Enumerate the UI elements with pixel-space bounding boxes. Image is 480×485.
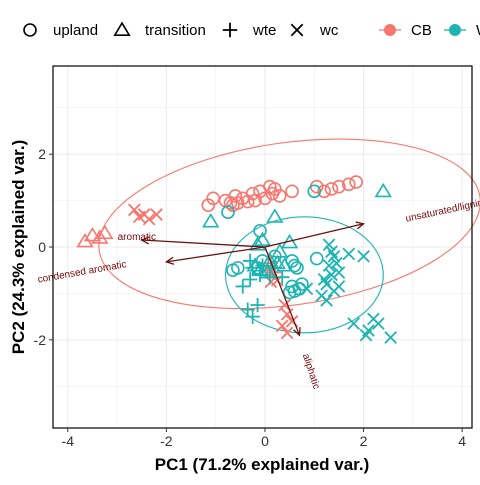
loading-arrow-line (264, 246, 301, 336)
point-w-wc (332, 266, 346, 279)
point-w-wte (242, 272, 258, 287)
point-w-upland (221, 205, 235, 219)
point-cb-upland (258, 191, 272, 206)
legend-label-wc: wc (319, 22, 339, 39)
legend: upland transition wte wc CB W (23, 21, 480, 39)
point-w-wc (320, 294, 333, 307)
point-w-wc (322, 238, 336, 252)
y-axis-title: PC2 (24.3% explained var.) (9, 140, 28, 355)
point-cb-wc (280, 326, 294, 340)
point-cb-transition (96, 224, 114, 240)
x-tick-label: 2 (360, 433, 368, 449)
legend-label-w: W (476, 22, 480, 39)
point-w-wc (357, 249, 370, 263)
legend-label-cb: CB (411, 22, 432, 39)
point-w-wc (347, 317, 361, 330)
point-w-transition (374, 182, 392, 198)
point-w-upland (282, 285, 297, 300)
point-cb-upland (201, 198, 216, 213)
point-w-upland (307, 184, 322, 199)
y-tick-label: 0 (38, 239, 46, 255)
point-w-wte (245, 260, 260, 276)
x-tick-label: 0 (261, 433, 269, 449)
point-w-wc (359, 328, 373, 342)
loading-label: aromatic (118, 232, 156, 243)
x-tick-label: -2 (160, 433, 173, 449)
legend-label-upland: upland (53, 22, 98, 39)
point-w-wc (300, 282, 314, 296)
data-points (76, 175, 398, 344)
point-w-wc (327, 284, 341, 298)
point-cb-upland (349, 175, 363, 189)
legend-triangle-icon (113, 21, 131, 36)
point-w-upland (309, 251, 324, 266)
point-w-wte (235, 279, 250, 294)
x-tick-label: -4 (62, 433, 75, 449)
loading-arrow-head (164, 256, 175, 265)
point-cb-transition (91, 229, 109, 244)
point-w-wc (322, 259, 336, 272)
point-w-wte (250, 297, 265, 313)
point-cb-wc (275, 319, 289, 333)
point-cb-wc (150, 208, 163, 221)
axis-ticks: -4 -2 0 2 4 -2 0 2 (34, 146, 467, 449)
legend-cb-dot (384, 24, 396, 36)
point-w-transition (276, 257, 294, 272)
point-w-transition (271, 243, 289, 258)
ellipse-w (224, 216, 384, 334)
point-w-transition (261, 252, 279, 267)
point-cb-wc (280, 307, 294, 321)
x-axis-title: PC1 (71.2% explained var.) (155, 455, 370, 474)
legend-cross-icon (290, 23, 304, 37)
point-cb-upland (268, 182, 282, 196)
point-cb-upland (317, 184, 331, 199)
legend-label-transition: transition (145, 22, 206, 39)
point-w-wc (342, 247, 356, 261)
point-w-wc (325, 268, 338, 282)
point-w-transition (266, 208, 284, 223)
point-cb-upland (324, 182, 339, 196)
point-w-wc (327, 249, 341, 263)
loading-arrow-line (264, 223, 364, 248)
point-w-wte (245, 309, 260, 324)
legend-w-dot (449, 24, 461, 36)
legend-circle-icon (23, 23, 37, 37)
legend-plus-icon (222, 22, 238, 38)
loading-arrow-head (293, 327, 301, 337)
point-cb-wc (142, 212, 156, 226)
y-tick-label: -2 (34, 332, 47, 348)
loading-arrow-head (140, 236, 150, 245)
point-cb-upland (285, 184, 299, 199)
loading-arrow-line (166, 246, 266, 263)
point-w-wte (242, 253, 258, 269)
point-w-transition (248, 236, 267, 251)
point-cb-upland (332, 179, 346, 194)
point-cb-upland (272, 189, 287, 203)
loading-arrow-line (141, 239, 266, 248)
point-cb-transition (83, 226, 102, 242)
point-w-wte (252, 267, 268, 283)
legend-label-wte: wte (252, 22, 276, 39)
y-tick-label: 2 (38, 146, 46, 162)
point-w-wte (255, 258, 270, 273)
x-tick-label: 4 (458, 433, 466, 449)
point-w-transition (202, 213, 220, 228)
point-cb-wc (127, 203, 141, 217)
point-cb-upland (245, 186, 260, 201)
point-w-wc (372, 317, 385, 330)
loading-arrow-head (355, 221, 366, 230)
point-cb-upland (226, 198, 240, 213)
point-w-upland (295, 277, 309, 291)
point-w-wc (384, 331, 398, 344)
point-w-upland (226, 263, 240, 278)
point-cb-upland (341, 177, 356, 192)
point-w-wc (330, 256, 343, 270)
point-w-wte (262, 269, 278, 285)
